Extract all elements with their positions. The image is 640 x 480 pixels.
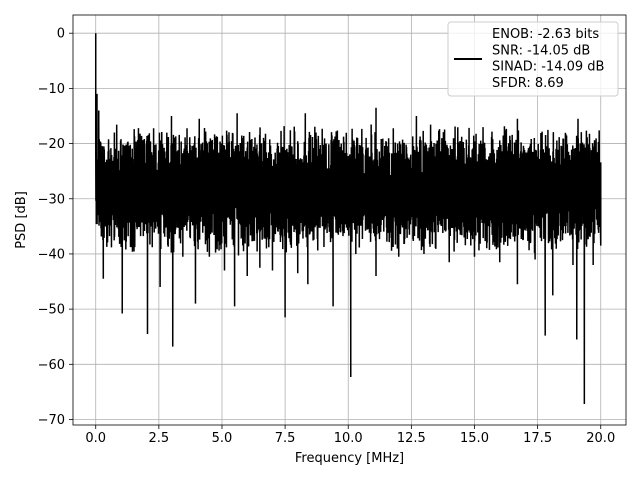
x-tick-label: 7.5 (275, 431, 296, 446)
legend-entry-sinad: SINAD: -14.09 dB (492, 60, 604, 75)
psd-series (94, 33, 602, 405)
legend-entry-snr: SNR: -14.05 dB (492, 43, 590, 58)
y-tick-label: 0 (57, 27, 65, 42)
y-tick-label: −50 (38, 303, 65, 318)
legend: ENOB: -2.63 bits SNR: -14.05 dB SINAD: -… (447, 21, 619, 97)
x-tick-label: 2.5 (149, 431, 170, 446)
x-tick-label: 0.0 (85, 431, 106, 446)
x-tick-label: 12.5 (397, 431, 426, 446)
x-tick-label: 17.5 (523, 431, 552, 446)
legend-entry-enob: ENOB: -2.63 bits (492, 27, 599, 42)
y-tick-label: −10 (38, 82, 65, 97)
plot-frame (72, 14, 627, 426)
y-tick-label: −70 (38, 413, 65, 428)
x-tick-label: 20.0 (586, 431, 615, 446)
y-tick-label: −40 (38, 247, 65, 262)
y-tick-label: −60 (38, 358, 65, 373)
legend-entry-sfdr: SFDR: 8.69 (492, 76, 564, 91)
y-tick-label: −20 (38, 137, 65, 152)
legend-box (447, 21, 619, 97)
x-tick-label: 15.0 (460, 431, 489, 446)
y-axis-label: PSD [dB] (14, 191, 29, 249)
x-tick-label: 5.0 (212, 431, 233, 446)
psd-line (94, 33, 602, 405)
x-tick-label: 10.0 (334, 431, 363, 446)
y-tick-label: −30 (38, 192, 65, 207)
axis-ticks: 0.0 2.5 5.0 7.5 10.0 12.5 15.0 17.5 20.0 0 −10 −20 −… (38, 27, 616, 446)
x-axis-label: Frequency [MHz] (295, 451, 404, 466)
